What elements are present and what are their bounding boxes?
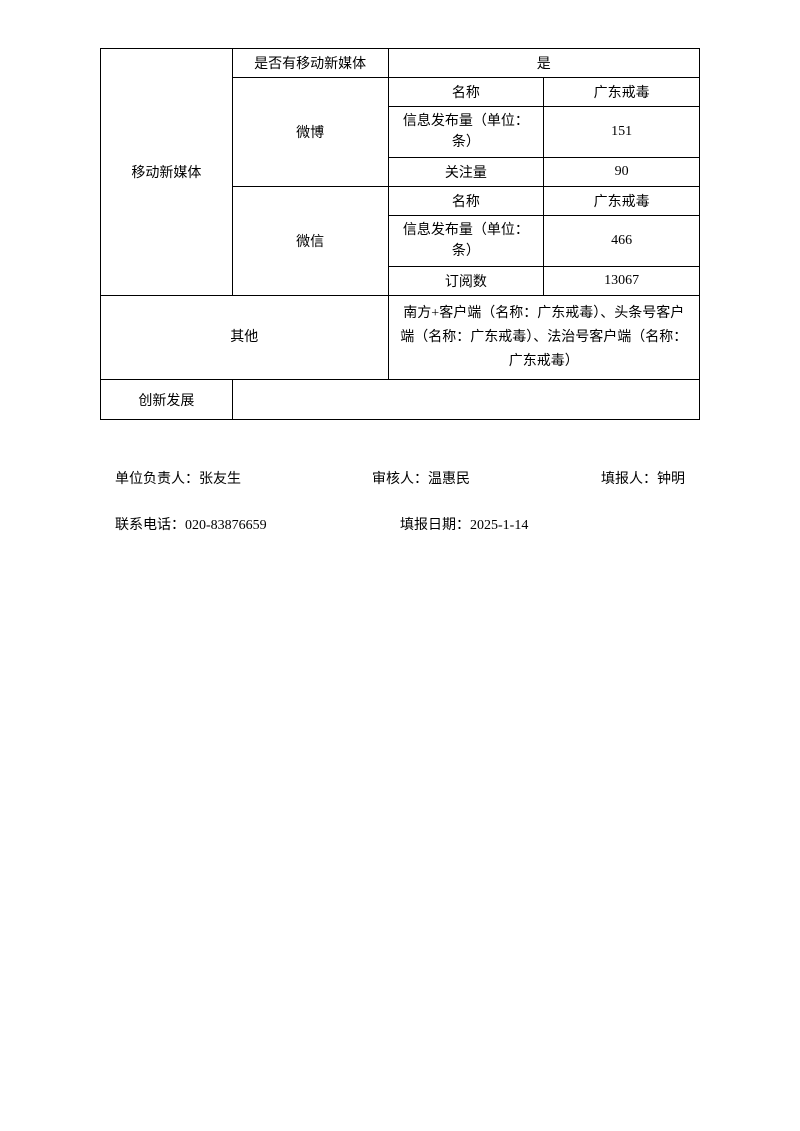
wechat-subscribers-label: 订阅数 [388, 267, 544, 296]
weibo-followers-label: 关注量 [388, 158, 544, 187]
report-date: 填报日期：2025-1-14 [400, 514, 528, 534]
reporter-value: 钟明 [657, 472, 685, 487]
weibo-name-label: 名称 [388, 78, 544, 107]
table-row: 其他 南方+客户端（名称：广东戒毒）、头条号客户端（名称：广东戒毒）、法治号客户… [101, 296, 700, 380]
reviewer-label: 审核人： [372, 472, 428, 487]
unit-leader-label: 单位负责人： [115, 472, 199, 487]
other-content: 南方+客户端（名称：广东戒毒）、头条号客户端（名称：广东戒毒）、法治号客户端（名… [388, 296, 700, 380]
has-mobile-media-value: 是 [388, 49, 700, 78]
phone-value: 020-83876659 [185, 518, 267, 533]
reporter-label: 填报人： [601, 472, 657, 487]
media-info-table: 移动新媒体 是否有移动新媒体 是 微博 名称 广东戒毒 信息发布量（单位：条） … [100, 48, 700, 420]
category-cell: 移动新媒体 [101, 49, 233, 296]
wechat-name-value: 广东戒毒 [544, 187, 700, 216]
report-date-value: 2025-1-14 [470, 518, 528, 533]
phone: 联系电话：020-83876659 [115, 514, 400, 534]
unit-leader: 单位负责人：张友生 [115, 468, 241, 488]
innovation-value [232, 380, 699, 420]
phone-label: 联系电话： [115, 518, 185, 533]
other-label: 其他 [101, 296, 389, 380]
weibo-post-count-value: 151 [544, 107, 700, 158]
reporter: 填报人：钟明 [601, 468, 685, 488]
table-row: 创新发展 [101, 380, 700, 420]
wechat-name-label: 名称 [388, 187, 544, 216]
reviewer: 审核人：温惠民 [372, 468, 470, 488]
footer-row-1: 单位负责人：张友生 审核人：温惠民 填报人：钟明 [115, 468, 685, 488]
wechat-label: 微信 [232, 187, 388, 296]
weibo-post-count-label: 信息发布量（单位：条） [388, 107, 544, 158]
weibo-label: 微博 [232, 78, 388, 187]
wechat-post-count-label: 信息发布量（单位：条） [388, 216, 544, 267]
main-table-container: 移动新媒体 是否有移动新媒体 是 微博 名称 广东戒毒 信息发布量（单位：条） … [100, 48, 700, 420]
report-date-label: 填报日期： [400, 518, 470, 533]
footer-section: 单位负责人：张友生 审核人：温惠民 填报人：钟明 联系电话：020-838766… [100, 468, 700, 534]
weibo-followers-value: 90 [544, 158, 700, 187]
innovation-label: 创新发展 [101, 380, 233, 420]
has-mobile-media-label: 是否有移动新媒体 [232, 49, 388, 78]
table-row: 移动新媒体 是否有移动新媒体 是 [101, 49, 700, 78]
reviewer-value: 温惠民 [428, 472, 470, 487]
weibo-name-value: 广东戒毒 [544, 78, 700, 107]
unit-leader-value: 张友生 [199, 472, 241, 487]
wechat-post-count-value: 466 [544, 216, 700, 267]
footer-row-2: 联系电话：020-83876659 填报日期：2025-1-14 [115, 514, 685, 534]
wechat-subscribers-value: 13067 [544, 267, 700, 296]
